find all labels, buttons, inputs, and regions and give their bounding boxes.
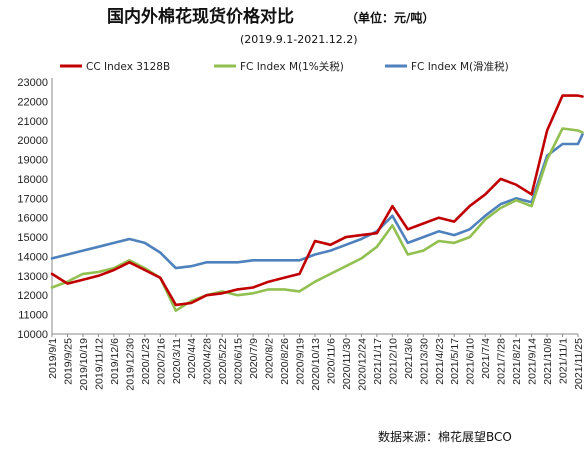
x-tick-label: 2020/12/24	[356, 338, 368, 391]
x-tick-label: 2021/8/21	[511, 338, 523, 385]
x-tick-label: 2020/9/19	[295, 338, 307, 385]
x-tick-label: 2020/8/26	[279, 338, 291, 385]
x-tick-label: 2020/4/28	[202, 338, 214, 385]
y-tick-label: 17000	[17, 193, 48, 205]
series-line-2	[50, 133, 584, 270]
x-tick-label: 2021/7/28	[496, 338, 508, 385]
x-tick-label: 2021/1/17	[372, 338, 384, 385]
x-tick-label: 2020/11/30	[341, 338, 353, 390]
y-tick-label: 19000	[17, 155, 48, 167]
x-tick-label: 2020/11/6	[325, 338, 337, 384]
source-note: 数据来源：棉花展望BCO	[378, 429, 512, 444]
y-tick-label: 18000	[17, 174, 48, 186]
series-line-1	[50, 127, 584, 313]
plot-area	[50, 94, 584, 313]
x-tick-label: 2020/4/4	[186, 338, 198, 379]
x-tick-label: 2021/2/10	[387, 338, 399, 385]
y-tick-label: 12000	[17, 290, 48, 302]
x-tick-label: 2021/3/6	[403, 338, 415, 379]
x-tick-label: 2020/5/22	[217, 338, 229, 385]
x-tick-label: 2019/9/1	[47, 338, 59, 379]
y-tick-label: 20000	[17, 135, 48, 147]
chart-subtitle: (2019.9.1-2021.12.2)	[240, 33, 358, 46]
unit-label: （单位：元/吨）	[346, 10, 434, 25]
y-tick-label: 11000	[18, 310, 48, 322]
y-tick-label: 22000	[17, 96, 48, 108]
x-tick-label: 2019/12/30	[124, 338, 136, 391]
x-tick-label: 2021/11/1	[558, 338, 570, 384]
x-tick-label: 2020/8/2	[264, 338, 276, 379]
x-tick-label: 2021/4/23	[434, 338, 446, 385]
x-axis: 2019/9/1 2019/9/25 2019/10/19 2019/11/12 201…	[47, 333, 585, 391]
y-tick-label: 10000	[17, 329, 48, 341]
y-axis: 10000 11000 12000 13000 14000 15000 16000 17000…	[17, 77, 53, 341]
x-tick-label: 2020/7/9	[248, 338, 260, 379]
y-tick-label: 14000	[17, 251, 48, 263]
x-tick-label: 2020/1/23	[140, 338, 152, 385]
legend-label-fc-index-1pct: FC Index M(1%关税)	[240, 60, 344, 73]
legend-label-fc-index-sliding: FC Index M(滑准税)	[411, 60, 509, 73]
x-tick-label: 2020/3/11	[171, 338, 183, 384]
y-tick-label: 21000	[17, 116, 48, 128]
x-tick-label: 2019/12/6	[109, 338, 121, 385]
series-line-0	[50, 94, 584, 307]
x-tick-label: 2020/2/16	[155, 338, 167, 385]
y-tick-label: 16000	[17, 213, 48, 225]
x-tick-label: 2020/10/13	[310, 338, 322, 391]
x-tick-label: 2020/6/15	[233, 338, 245, 385]
legend-label-cc-index: CC Index 3128B	[86, 61, 170, 73]
x-tick-label: 2021/3/30	[418, 338, 430, 385]
legend: CC Index 3128B FC Index M(1%关税) FC Index…	[60, 60, 509, 73]
x-tick-label: 2021/10/8	[542, 338, 554, 385]
x-tick-label: 2021/7/4	[480, 338, 492, 379]
x-tick-label: 2021/6/10	[465, 338, 477, 385]
y-tick-label: 13000	[17, 271, 48, 283]
y-tick-label: 15000	[17, 232, 48, 244]
x-tick-label: 2021/9/14	[527, 338, 539, 385]
x-tick-label: 2021/11/25	[573, 338, 585, 390]
x-tick-label: 2021/5/17	[449, 338, 461, 385]
x-tick-label: 2019/11/12	[93, 338, 105, 390]
x-tick-label: 2019/9/25	[62, 338, 74, 385]
x-tick-label: 2019/10/19	[78, 338, 90, 391]
y-tick-label: 23000	[17, 77, 48, 89]
chart-title: 国内外棉花现货价格对比	[107, 6, 294, 27]
